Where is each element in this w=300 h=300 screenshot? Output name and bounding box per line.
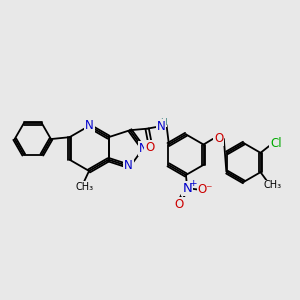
Text: O⁻: O⁻ (198, 183, 213, 196)
Text: O: O (174, 198, 184, 211)
Text: O: O (214, 132, 223, 146)
Text: +: + (189, 179, 196, 188)
Text: N: N (85, 119, 94, 132)
Text: N: N (157, 120, 165, 133)
Text: H: H (160, 118, 167, 127)
Text: N: N (182, 182, 192, 195)
Text: O: O (145, 141, 154, 154)
Text: CH₃: CH₃ (75, 182, 93, 192)
Text: CH₃: CH₃ (263, 180, 281, 190)
Text: Cl: Cl (270, 137, 282, 150)
Text: N: N (124, 159, 133, 172)
Text: N: N (139, 142, 148, 155)
